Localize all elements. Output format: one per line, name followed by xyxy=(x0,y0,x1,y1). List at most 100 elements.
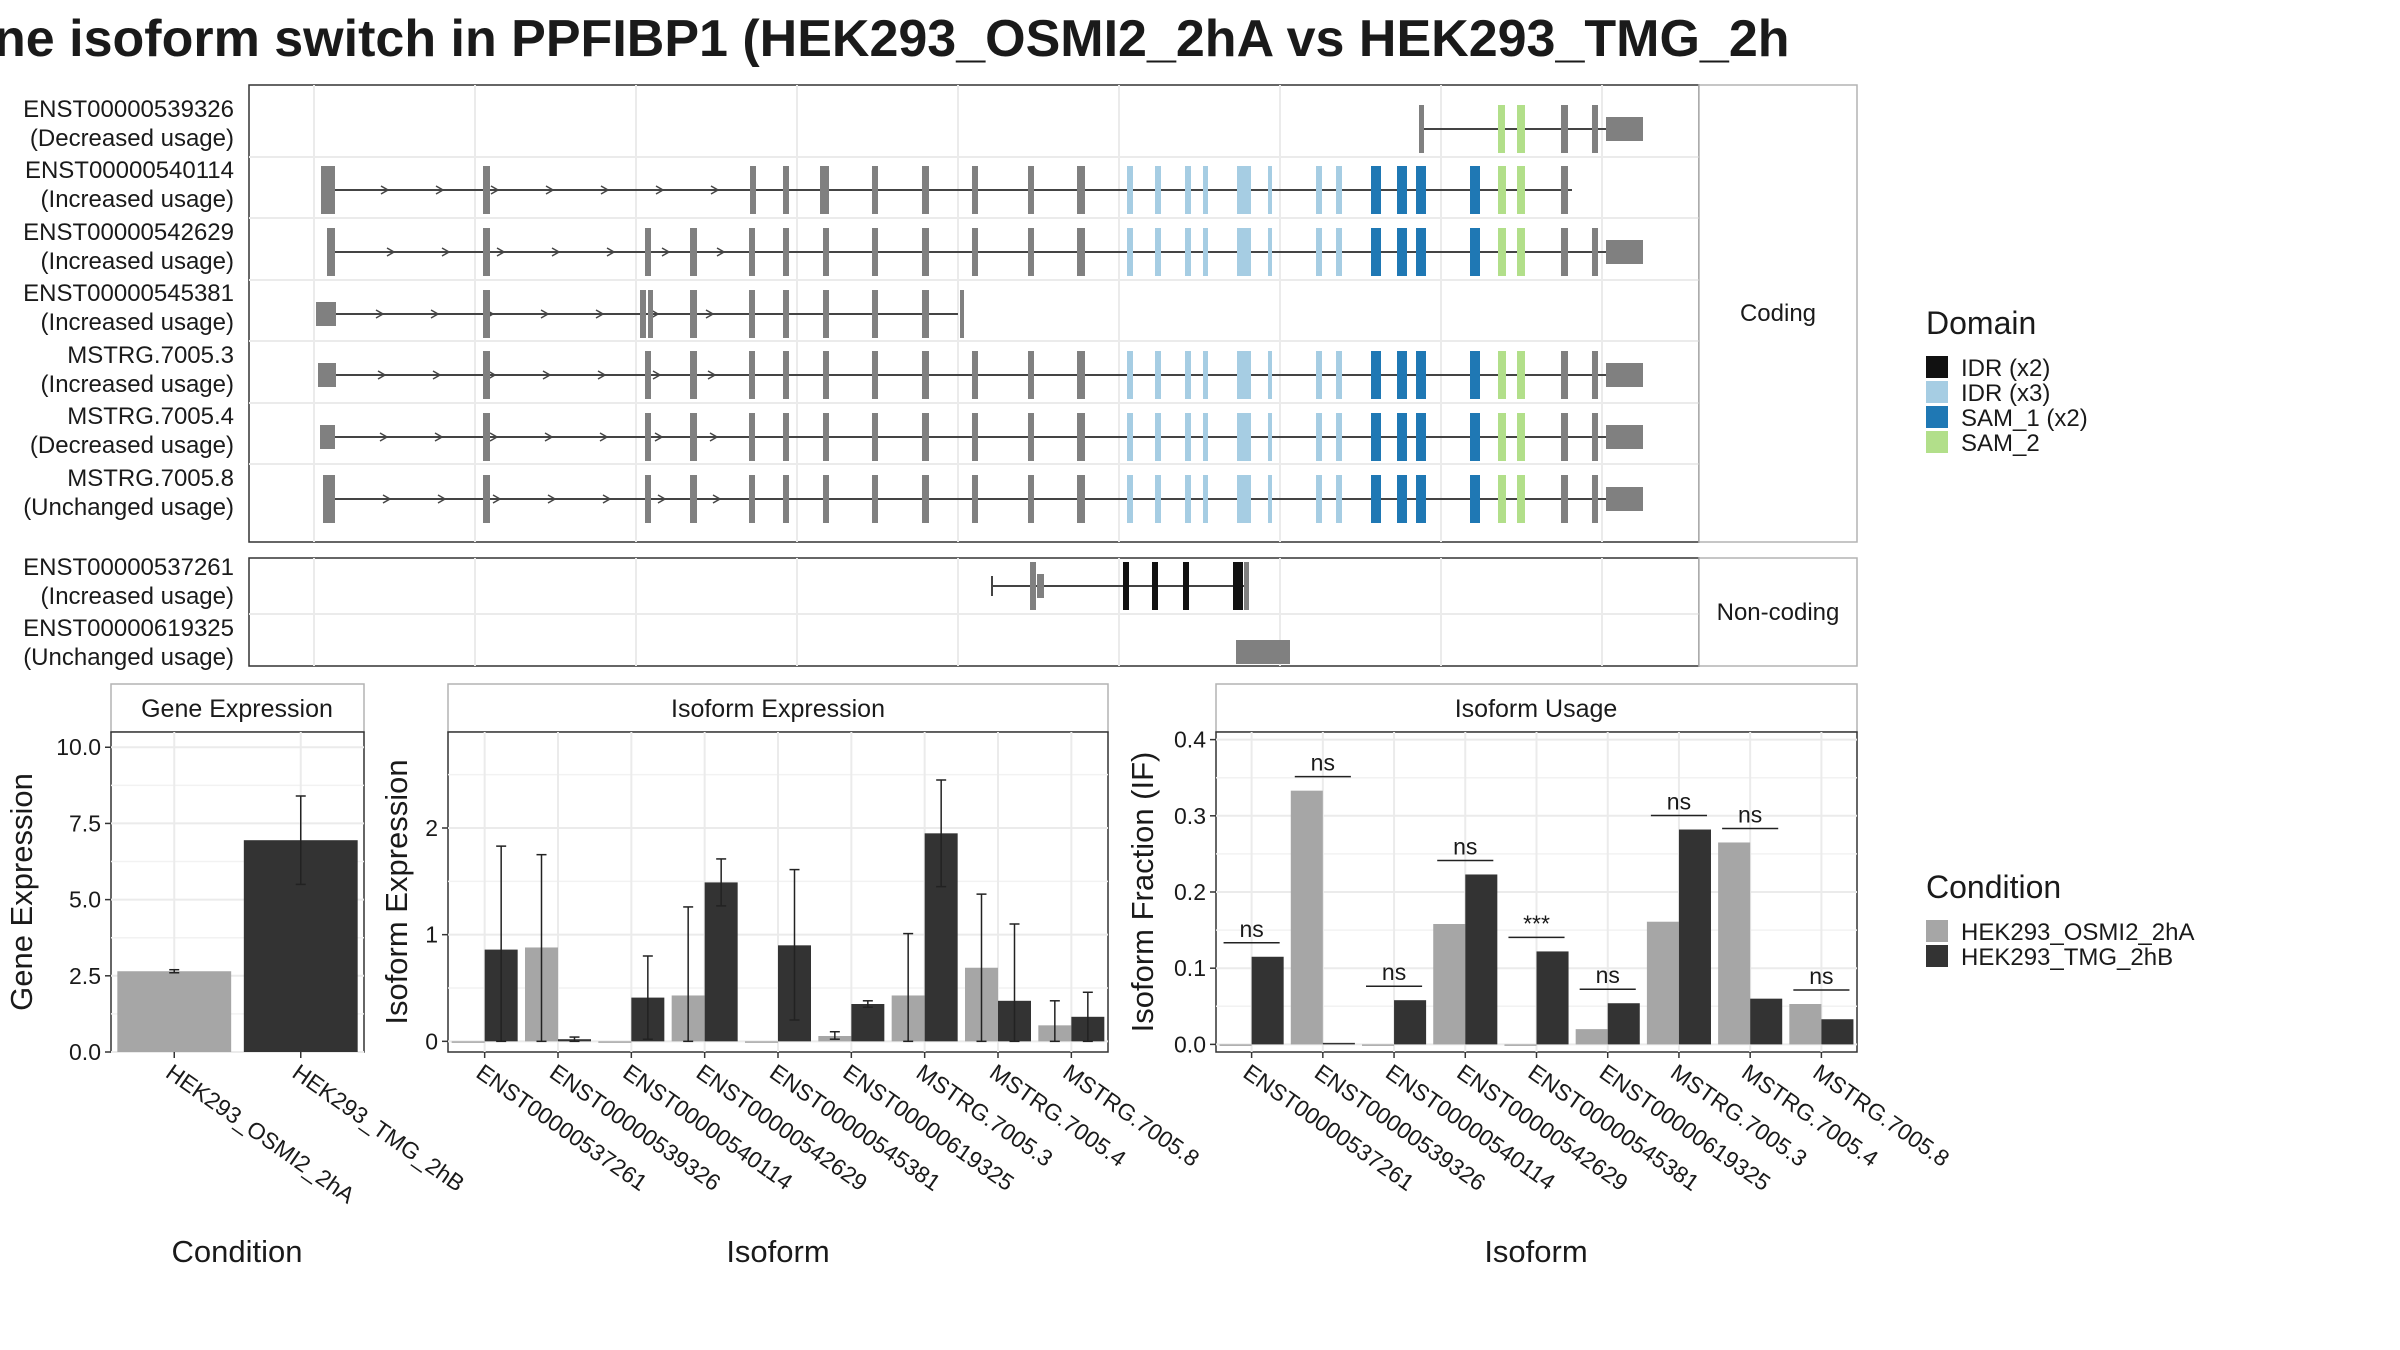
exon-block xyxy=(872,290,878,338)
exon-block xyxy=(321,166,335,214)
transcript-id-label: ENST00000619325 xyxy=(23,615,234,642)
domain-exon xyxy=(1233,562,1243,610)
domain-exon xyxy=(1203,413,1208,461)
transcript-usage-label: (Increased usage) xyxy=(41,186,234,213)
exon-block xyxy=(1077,413,1085,461)
exon-block xyxy=(690,413,697,461)
transcript-labels: ENST00000539326(Decreased usage)ENST0000… xyxy=(23,96,234,671)
y-tick-label: 7.5 xyxy=(69,810,101,836)
domain-exon xyxy=(1127,166,1133,214)
significance-label: *** xyxy=(1523,910,1550,936)
utr-block xyxy=(1606,240,1643,264)
domain-exon xyxy=(1185,166,1191,214)
figure-title: ne isoform switch in PPFIBP1 (HEK293_OSM… xyxy=(0,10,1790,68)
domain-exon xyxy=(1268,413,1272,461)
isoexp-panel-title: Isoform Expression xyxy=(671,695,885,723)
strand-arrow xyxy=(709,432,719,442)
noncoding-panel-bg xyxy=(248,557,1700,667)
transcript-usage-label: (Increased usage) xyxy=(41,583,234,610)
y-tick-label: 0.2 xyxy=(1174,879,1206,905)
exon-block xyxy=(750,166,756,214)
utr-block xyxy=(1606,425,1643,449)
exon-block xyxy=(483,351,490,399)
domain-exon xyxy=(1155,475,1161,523)
domain-exon xyxy=(1470,351,1480,399)
domain-legend-title: Domain xyxy=(1926,305,2036,341)
strand-arrow xyxy=(599,432,609,442)
noncoding-strip-label: Non-coding xyxy=(1717,599,1840,626)
transcript-usage-label: (Decreased usage) xyxy=(30,125,234,152)
domain-exon xyxy=(1203,228,1208,276)
exon-block xyxy=(749,290,755,338)
significance-label: ns xyxy=(1596,962,1620,988)
exon-block xyxy=(645,351,651,399)
exon-block xyxy=(645,475,651,523)
exon-block xyxy=(483,475,490,523)
domain-exon xyxy=(1203,351,1208,399)
bar xyxy=(1219,1044,1252,1046)
exon-block xyxy=(483,290,490,338)
domain-exon xyxy=(1416,351,1426,399)
legend-key-idr_x3 xyxy=(1926,381,1948,403)
exon-block xyxy=(645,228,651,276)
exon-block xyxy=(648,290,653,338)
domain-exon xyxy=(1237,475,1245,523)
strand-arrow xyxy=(650,309,660,319)
exon-block xyxy=(749,228,755,276)
bar xyxy=(1678,829,1711,1045)
exon-block xyxy=(972,228,978,276)
domain-exon xyxy=(1336,475,1342,523)
exon-block xyxy=(327,228,335,276)
y-tick-label: 2.5 xyxy=(69,963,101,989)
strand-arrow xyxy=(487,370,497,380)
domain-exon xyxy=(1245,351,1251,399)
exon-block xyxy=(872,166,878,214)
strand-arrow xyxy=(386,247,396,257)
exon-block xyxy=(872,228,878,276)
exon-block xyxy=(823,351,829,399)
significance-label: ns xyxy=(1809,963,1833,989)
transcript-usage-label: (Increased usage) xyxy=(41,248,234,275)
transcript-id-label: MSTRG.7005.8 xyxy=(67,465,234,492)
strand-arrow xyxy=(600,185,610,195)
utr-block xyxy=(1606,487,1643,511)
domain-exon xyxy=(1371,351,1381,399)
exon-block xyxy=(1561,166,1568,214)
isoexp-xlabel: Isoform xyxy=(726,1234,829,1269)
exon-block xyxy=(749,475,755,523)
y-tick-label: 0.4 xyxy=(1174,727,1206,753)
exon-block xyxy=(1592,351,1598,399)
exon-block xyxy=(1028,413,1034,461)
y-tick-label: 0.0 xyxy=(69,1039,101,1065)
significance-label: ns xyxy=(1382,959,1406,985)
strand-arrow xyxy=(377,370,387,380)
strand-arrow xyxy=(602,494,612,504)
bar xyxy=(1290,790,1323,1045)
significance-label: ns xyxy=(1667,789,1691,815)
gene-xlabel: Condition xyxy=(172,1234,303,1269)
domain-exon xyxy=(1316,475,1322,523)
bar xyxy=(851,1004,885,1042)
strand-arrow xyxy=(705,309,715,319)
exon-block xyxy=(1561,351,1568,399)
utr-block xyxy=(1037,574,1044,598)
domain-exon xyxy=(1371,475,1381,523)
domain-exon xyxy=(1237,413,1245,461)
exon-block xyxy=(783,475,789,523)
domain-exon xyxy=(1316,413,1322,461)
domain-exon xyxy=(1517,351,1525,399)
domain-exon xyxy=(1371,228,1381,276)
bar xyxy=(704,882,738,1042)
exon-block xyxy=(483,413,490,461)
isouse-strip xyxy=(1215,683,1858,733)
exon-block xyxy=(1561,413,1568,461)
exon-block xyxy=(1028,166,1034,214)
domain-exon xyxy=(1517,475,1525,523)
domain-exon xyxy=(1498,166,1506,214)
gene-panel-title: Gene Expression xyxy=(141,695,333,723)
domain-exon xyxy=(1470,228,1480,276)
strand-arrow xyxy=(542,370,552,380)
exon-block xyxy=(972,413,978,461)
